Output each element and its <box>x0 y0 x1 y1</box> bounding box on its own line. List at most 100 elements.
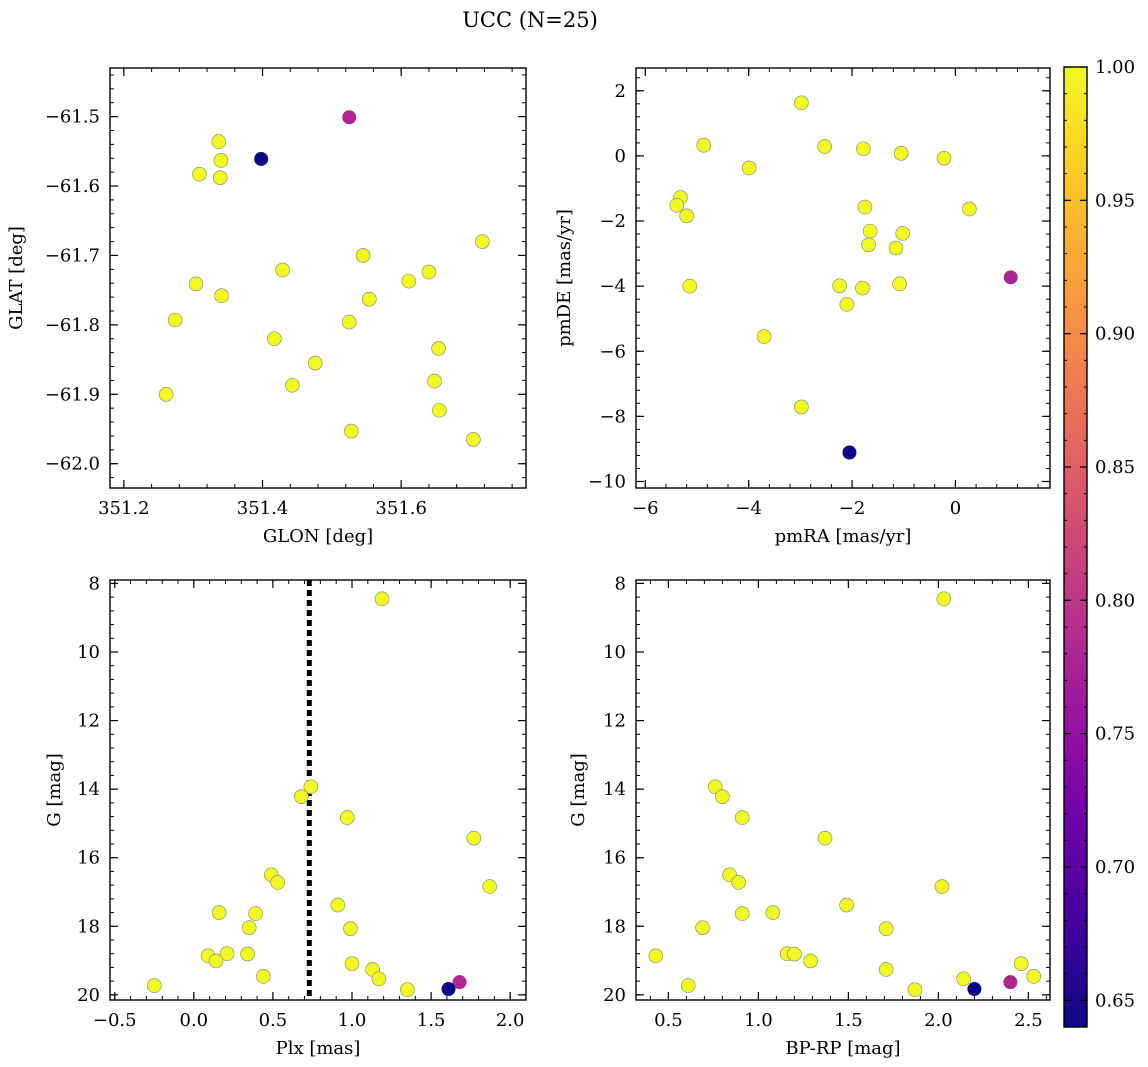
y-axis-label: G [mag] <box>568 753 589 826</box>
data-point <box>878 921 894 936</box>
colorbar: 0.65 0.70 0.75 0.80 0.85 0.90 0.95 1.00 <box>1063 57 1135 1028</box>
data-point <box>861 237 876 253</box>
y-tick-label: −4 <box>599 276 626 297</box>
axes-frame <box>635 67 1051 489</box>
data-point <box>475 234 490 249</box>
y-tick-label: −61.5 <box>45 107 100 128</box>
data-point <box>241 920 257 935</box>
data-point <box>695 920 710 935</box>
data-point <box>893 146 909 161</box>
data-point <box>715 789 730 804</box>
axes-frame <box>109 579 527 1001</box>
colorbar-tick-label: 0.85 <box>1095 457 1135 478</box>
data-point <box>878 962 894 977</box>
data-point <box>907 982 923 998</box>
axes-frame <box>635 579 1051 1001</box>
y-tick-label: 14 <box>603 779 626 800</box>
minor-ticks <box>110 580 527 1000</box>
data-point <box>211 134 227 149</box>
y-tick-label: −8 <box>599 406 626 427</box>
data-point <box>240 946 255 962</box>
data-point <box>254 151 269 166</box>
data-point <box>294 789 309 804</box>
data-point <box>256 969 271 984</box>
y-axis-label: pmDE [mas/yr] <box>554 209 575 347</box>
y-tick-label: 0 <box>615 146 626 167</box>
x-axis-label: pmRA [mas/yr] <box>775 526 912 547</box>
data-point <box>832 278 847 294</box>
y-tick-label: 20 <box>603 985 626 1006</box>
data-point <box>765 905 781 920</box>
y-tick-label: −6 <box>599 341 626 362</box>
data-point <box>817 830 833 846</box>
x-axis-label: BP-RP [mag] <box>785 1038 900 1059</box>
y-tick-label: −62.0 <box>45 454 100 475</box>
panels: 351.2 351.4 351.6−62.0−61.9−61.8−61.7−61.6… <box>6 67 1051 1059</box>
data-point <box>1013 956 1029 971</box>
x-tick-label: 351.2 <box>98 498 150 519</box>
x-tick-label: 0.5 <box>654 1010 683 1031</box>
data-point <box>466 432 481 447</box>
data-point <box>213 153 229 168</box>
data-point <box>192 166 207 182</box>
data-point <box>341 314 357 330</box>
x-axis-label: GLON [deg] <box>263 526 373 547</box>
data-point <box>342 110 357 125</box>
points <box>146 591 497 998</box>
y-tick-label: −10 <box>588 471 626 492</box>
data-point <box>482 879 497 894</box>
data-point <box>343 423 359 439</box>
colorbar-tick-label: 1.00 <box>1095 57 1135 78</box>
y-tick-label: 10 <box>77 642 100 663</box>
data-point <box>355 248 371 263</box>
data-point <box>270 875 285 890</box>
y-tick-label: 12 <box>603 711 626 732</box>
data-point <box>371 971 387 987</box>
points <box>648 591 1042 998</box>
data-point <box>303 779 319 795</box>
data-point <box>1026 969 1042 984</box>
data-point <box>267 331 282 347</box>
data-point <box>211 905 227 920</box>
colorbar-tick-label: 0.70 <box>1095 857 1135 878</box>
data-point <box>219 946 235 962</box>
data-point <box>839 297 855 312</box>
data-point <box>892 276 907 292</box>
x-tick-label: −6 <box>632 498 659 519</box>
minor-ticks <box>636 580 1050 1000</box>
data-point <box>839 897 854 913</box>
data-point <box>432 402 447 418</box>
y-tick-label: 18 <box>603 916 626 937</box>
data-point <box>856 141 871 157</box>
data-point <box>421 264 437 280</box>
data-point <box>756 329 772 344</box>
figure-title: UCC (N=25) <box>462 8 598 32</box>
data-point <box>679 208 694 224</box>
data-point <box>934 879 950 894</box>
data-point <box>212 170 228 185</box>
data-point <box>794 399 809 415</box>
y-tick-label: 18 <box>77 916 100 937</box>
data-point <box>427 373 442 389</box>
data-point <box>895 226 910 241</box>
colorbar-tick-label: 0.95 <box>1095 190 1135 211</box>
x-tick-label: −4 <box>735 498 762 519</box>
y-tick-label: 8 <box>615 573 626 594</box>
points <box>158 110 490 447</box>
minor-ticks <box>110 68 526 488</box>
x-tick-label: 2.0 <box>924 1010 953 1031</box>
axes-frame <box>109 67 527 489</box>
y-tick-label: 16 <box>603 848 626 869</box>
data-point <box>275 262 290 278</box>
colorbar-tick-label: 0.90 <box>1095 324 1135 345</box>
x-tick-label: 0.5 <box>259 1010 288 1031</box>
panel-bprp-g: 0.5 1.0 1.5 2.0 2.5 8 10 12 14 16 18 20 BP-RP [mag] G… <box>568 573 1051 1059</box>
data-point <box>888 240 904 256</box>
data-point <box>167 312 183 328</box>
data-point <box>330 897 346 913</box>
data-point <box>936 150 952 166</box>
colorbar-tick-label: 0.80 <box>1095 590 1135 611</box>
x-tick-label: 1.5 <box>417 1010 446 1031</box>
data-point <box>956 971 971 987</box>
x-tick-label: −0.5 <box>93 1010 137 1031</box>
